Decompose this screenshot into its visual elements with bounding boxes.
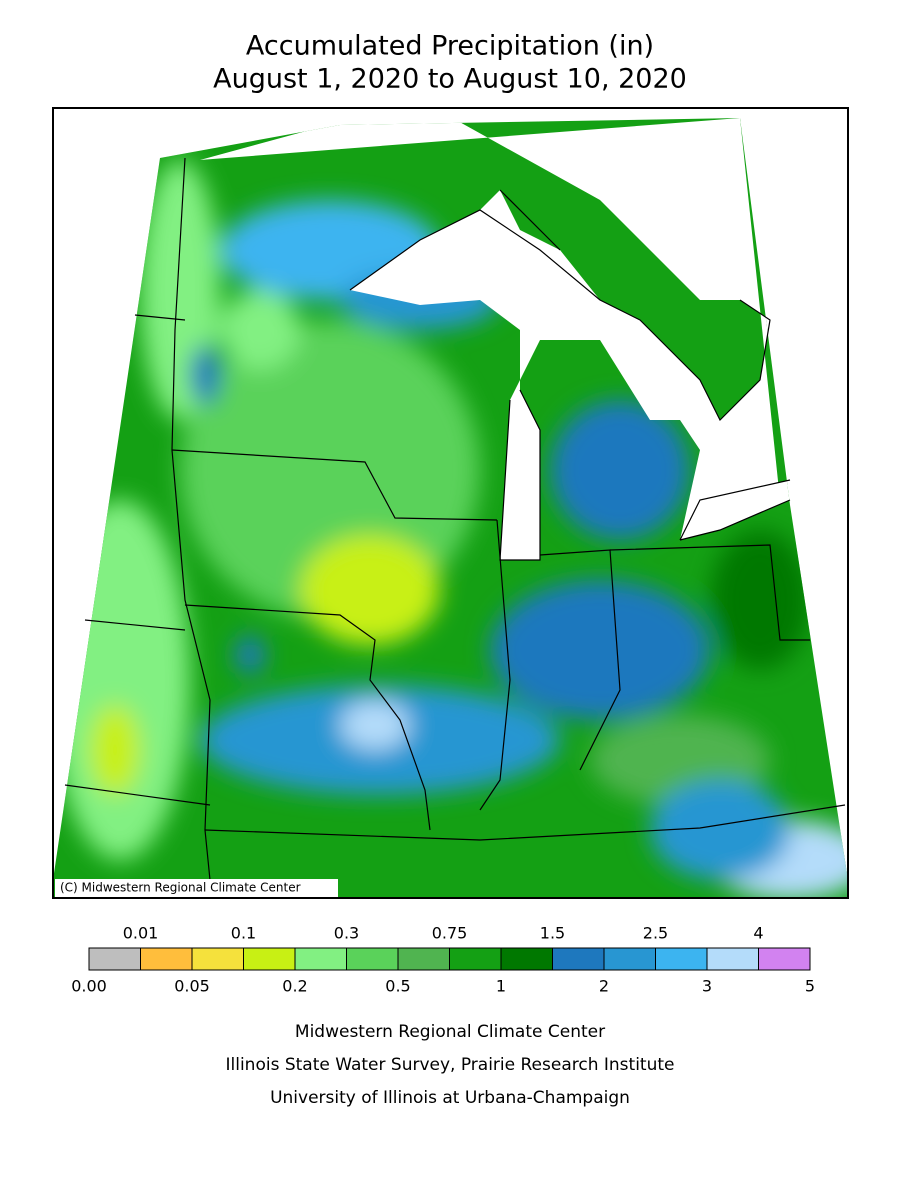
legend-swatch [191,947,244,971]
legend-swatch [706,947,759,971]
legend-label: 3 [702,977,712,996]
title: Accumulated Precipitation (in) [246,31,654,62]
legend-label: 0.1 [231,924,256,943]
legend-swatch [603,947,656,971]
legend-swatch [294,947,347,971]
legend-label: 0.2 [282,977,307,996]
copyright-box [55,879,338,897]
copyright: (C) Midwestern Regional Climate Center [60,881,301,895]
credit-line: Midwestern Regional Climate Center [295,1022,605,1042]
legend-swatch [88,947,141,971]
legend-swatch [552,947,605,971]
legend-label: 0.3 [334,924,359,943]
legend-label: 1.5 [540,924,565,943]
legend-swatch [243,947,296,971]
legend-label: 2.5 [643,924,668,943]
legend-swatch [140,947,193,971]
legend: 0.01 0.1 0.3 0.75 1.5 2.5 4 0.00 0.05 0.2 0.5 1 2 3 5 [71,924,815,996]
subtitle: August 1, 2020 to August 10, 2020 [213,64,687,95]
legend-label: 1 [496,977,506,996]
legend-label: 0.75 [432,924,468,943]
legend-swatch [346,947,399,971]
legend-label: 2 [599,977,609,996]
boundaries [64,157,846,881]
map: (C) Midwestern Regional Climate Center [52,107,849,899]
precip-field [53,118,848,898]
credit-line: University of Illinois at Urbana-Champai… [270,1088,630,1108]
legend-label: 0.00 [71,977,107,996]
legend-swatch [758,947,811,971]
legend-swatch [449,947,502,971]
legend-label: 5 [805,977,815,996]
legend-label: 0.01 [123,924,159,943]
legend-label: 0.05 [174,977,210,996]
legend-swatch [500,947,553,971]
legend-label: 0.5 [385,977,410,996]
map-frame [52,107,849,899]
legend-label: 4 [753,924,763,943]
credit-line: Illinois State Water Survey, Prairie Res… [226,1055,675,1075]
legend-swatch [655,947,708,971]
legend-swatch [397,947,450,971]
